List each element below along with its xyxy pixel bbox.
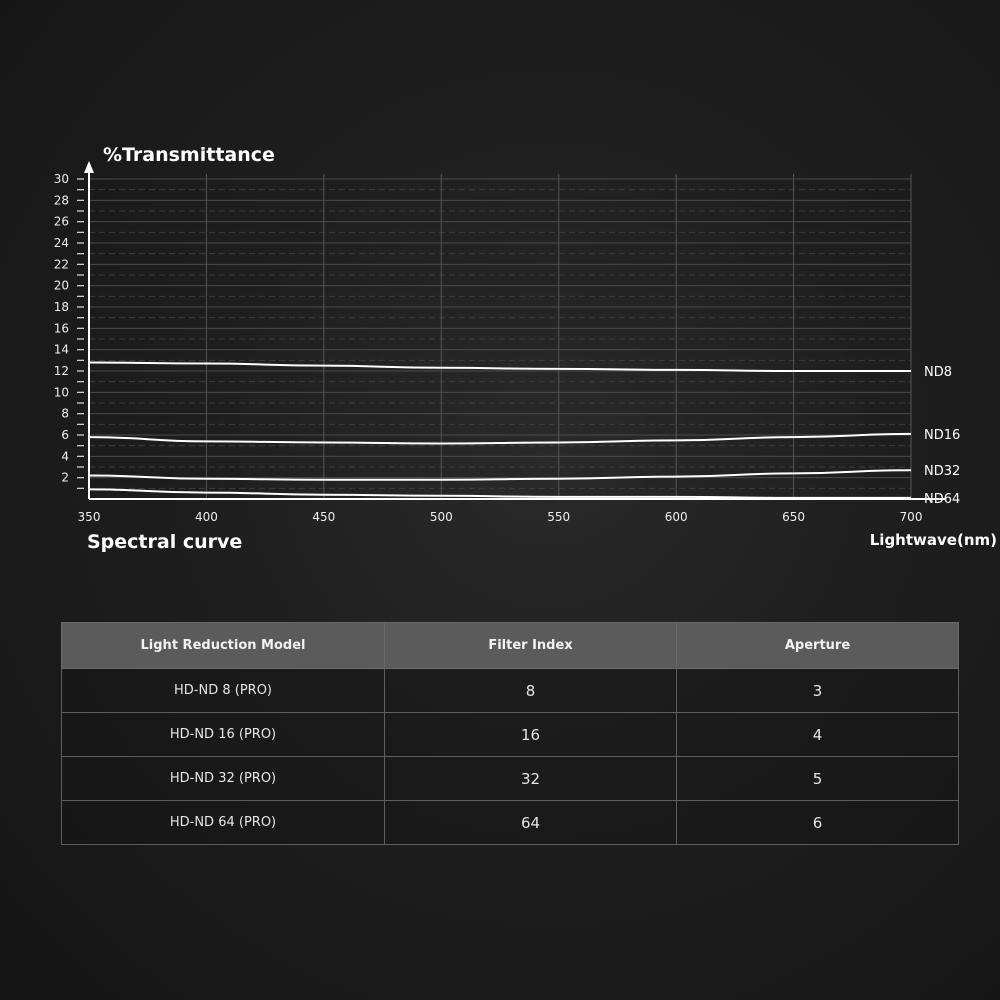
header-model: Light Reduction Model: [61, 622, 385, 669]
model-cell: HD-ND 32 (PRO): [61, 756, 385, 801]
x-tick-label: 500: [430, 510, 453, 524]
y-tick-label: 16: [54, 321, 69, 335]
series-label-nd32: ND32: [924, 464, 960, 479]
aperture-cell: 6: [676, 800, 959, 845]
header-filter-index: Filter Index: [384, 622, 677, 669]
chart-title: Spectral curve: [87, 531, 242, 553]
model-cell: HD-ND 64 (PRO): [61, 800, 385, 845]
y-tick-label: 20: [54, 279, 69, 293]
table-row: HD-ND 32 (PRO) 32 5: [61, 756, 959, 801]
y-tick-label: 2: [61, 471, 69, 485]
y-tick-label: 12: [54, 364, 69, 378]
y-tick-label: 10: [54, 385, 69, 399]
x-tick-label: 550: [547, 510, 570, 524]
x-tick-label: 650: [782, 510, 805, 524]
series-label-nd64: ND64: [924, 492, 960, 507]
y-tick-label: 6: [61, 428, 69, 442]
x-tick-label: 700: [900, 510, 923, 524]
filter-table: Light Reduction Model Filter Index Apert…: [61, 622, 959, 845]
filter-index-cell: 32: [384, 756, 677, 801]
series-line-nd16: [88, 432, 912, 445]
table-header-row: Light Reduction Model Filter Index Apert…: [61, 622, 959, 669]
y-tick-label: 4: [61, 449, 69, 463]
model-cell: HD-ND 8 (PRO): [61, 668, 385, 713]
y-tick-label: 14: [54, 343, 69, 357]
y-tick-label: 8: [61, 407, 69, 421]
y-tick-label: 18: [54, 300, 69, 314]
series-label-nd8: ND8: [924, 365, 952, 380]
x-tick-label: 600: [665, 510, 688, 524]
series-label-nd16: ND16: [924, 428, 960, 443]
x-axis-title: Lightwave(nm): [870, 531, 997, 549]
filter-index-cell: 16: [384, 712, 677, 757]
y-tick-label: 30: [54, 172, 69, 186]
filter-index-cell: 64: [384, 800, 677, 845]
series-line-nd32: [88, 469, 912, 481]
x-tick-label: 350: [78, 510, 101, 524]
y-tick-label: 24: [54, 236, 69, 250]
model-cell: HD-ND 16 (PRO): [61, 712, 385, 757]
spectral-chart: 350 400 450 500 550 600 650 7002468101214161820…: [53, 144, 997, 553]
filter-index-cell: 8: [384, 668, 677, 713]
series-line-nd8: [88, 361, 911, 372]
y-tick-label: 28: [54, 193, 69, 207]
y-tick-label: 22: [54, 257, 69, 271]
y-axis-arrow-icon: [84, 161, 94, 173]
y-tick-label: 26: [54, 215, 69, 229]
aperture-cell: 4: [676, 712, 959, 757]
aperture-cell: 3: [676, 668, 959, 713]
x-tick-label: 400: [195, 510, 218, 524]
table-row: HD-ND 16 (PRO) 16 4: [61, 712, 959, 757]
y-axis-title: %Transmittance: [103, 144, 275, 166]
x-tick-label: 450: [312, 510, 335, 524]
series-line-nd64: [88, 488, 911, 499]
header-aperture: Aperture: [676, 622, 959, 669]
aperture-cell: 5: [676, 756, 959, 801]
table-row: HD-ND 64 (PRO) 64 6: [61, 800, 959, 845]
table-row: HD-ND 8 (PRO) 8 3: [61, 668, 959, 713]
